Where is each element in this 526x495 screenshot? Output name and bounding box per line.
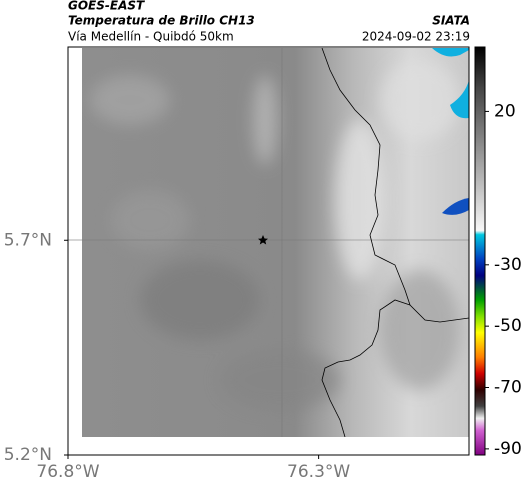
colorbar-tick-label: -70 xyxy=(494,378,522,398)
satellite-name: GOES-EAST xyxy=(68,0,145,13)
colorbar-tick-label: 20 xyxy=(494,101,516,121)
datetime: 2024-09-02 23:19 xyxy=(362,30,470,44)
colorbar-tick-label: -90 xyxy=(494,439,522,459)
y-tick-label: 5.7°N xyxy=(4,230,52,250)
location-marker xyxy=(257,235,268,245)
colorbar-tick-label: -30 xyxy=(494,255,522,275)
map-frame xyxy=(67,46,470,456)
x-tick-label: 76.3°W xyxy=(287,462,350,482)
y-tick-label: 5.2°N xyxy=(4,445,52,465)
colorbar xyxy=(474,46,486,456)
source: SIATA xyxy=(432,14,470,28)
satellite-image xyxy=(82,48,469,437)
x-tick-label: 76.8°W xyxy=(36,462,99,482)
colorbar-tick-label: -50 xyxy=(494,316,522,336)
map-subtitle: Vía Medellín - Quibdó 50km xyxy=(68,30,234,44)
map-title: Temperatura de Brillo CH13 xyxy=(68,14,255,28)
